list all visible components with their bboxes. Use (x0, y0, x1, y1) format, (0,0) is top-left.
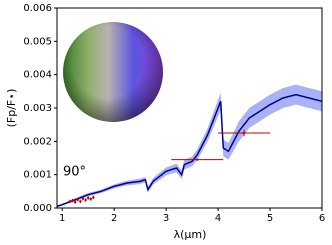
x-tick-label: 6 (319, 213, 325, 224)
uncertainty-band (57, 84, 322, 208)
x-tick-label: 4 (215, 213, 221, 224)
model-line (56, 93, 323, 208)
x-tick-label: 3 (163, 213, 169, 224)
observation-point (84, 198, 87, 202)
y-axis-label: (Fp/F⋆) (5, 89, 18, 128)
observation-point (242, 131, 246, 135)
x-tick-label: 2 (111, 213, 117, 224)
x-tick-label: 5 (267, 213, 273, 224)
observation-point (73, 200, 77, 204)
observation-point (68, 200, 72, 203)
observation-point (86, 196, 90, 200)
annotation: 90° (63, 165, 86, 180)
y-tick-label: 0.005 (23, 36, 52, 47)
observation-point (92, 196, 95, 199)
observation-point (71, 199, 74, 202)
observation-point (81, 197, 85, 200)
observation-point (79, 200, 82, 203)
y-tick-label: 0.000 (23, 203, 52, 214)
y-tick-label: 0.001 (23, 170, 52, 181)
observation-point (196, 158, 199, 161)
observation-point (76, 198, 79, 201)
y-tick-label: 0.002 (23, 136, 52, 147)
y-tick-label: 0.003 (23, 103, 52, 114)
planet-shade (63, 22, 163, 122)
observation-point (89, 197, 92, 201)
y-tick-label: 0.004 (23, 70, 52, 81)
y-tick-label: 0.006 (23, 3, 52, 14)
x-axis-label: λ(μm) (174, 228, 207, 241)
x-tick-label: 1 (59, 213, 65, 224)
